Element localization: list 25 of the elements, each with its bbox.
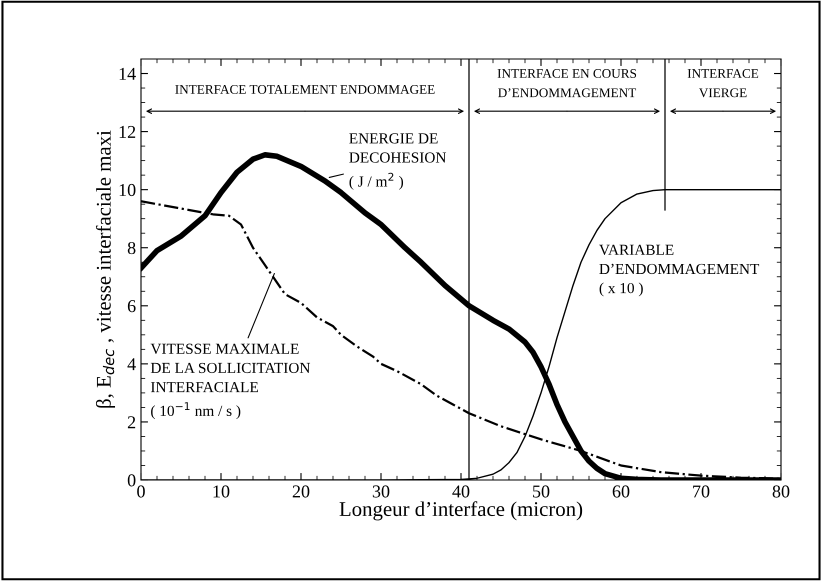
x-tick-label: 10 <box>214 485 230 498</box>
x-tick-label: 40 <box>452 485 470 498</box>
x-tick-label: 0 <box>137 485 145 498</box>
annotation: INTERFACE TOTALEMENT ENDOMMAGEE <box>175 85 435 94</box>
x-tick-label: 60 <box>612 485 630 498</box>
y-tick-label: 4 <box>127 358 136 370</box>
y-tick-label: 6 <box>128 300 136 312</box>
x-axis-title: Longeur d’interface (micron) <box>340 501 582 520</box>
y-axis-title: β, E$_{dec}$ , vitesse interfaciale maxi <box>96 130 116 408</box>
y-tick-label: 12 <box>120 126 136 138</box>
annotation: VARIABLE D’ENDOMMAGEMENT ( x 10 ) <box>599 244 760 296</box>
annotation: VITESSE MAXIMALE DE LA SOLLICITATION INTERFACIALE ( 10$^{−1}$ nm / s ) <box>150 344 310 420</box>
annotation: INTERFACE VIERGE <box>688 69 758 98</box>
x-tick-label: 80 <box>772 485 790 498</box>
y-tick-label: 2 <box>128 416 136 428</box>
y-tick-label: 10 <box>120 184 136 196</box>
x-tick-label: 30 <box>372 485 390 498</box>
x-tick-label: 20 <box>292 485 310 498</box>
annotation: ENERGIE DE DECOHESION ( J / m$^{2}$ ) <box>349 133 446 190</box>
annotation: INTERFACE EN COURS D’ENDOMMAGEMENT <box>498 69 636 98</box>
y-tick-label: 0 <box>128 474 136 486</box>
y-tick-label: 14 <box>120 68 136 80</box>
x-tick-label: 70 <box>693 485 710 498</box>
x-tick-label: 50 <box>533 485 550 498</box>
y-tick-label: 8 <box>128 242 136 254</box>
